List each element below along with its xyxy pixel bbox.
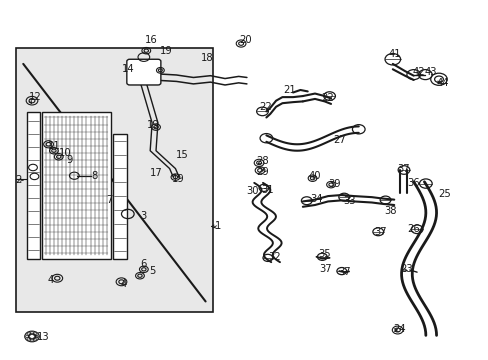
Text: 37: 37 — [373, 227, 386, 237]
Text: 20: 20 — [239, 35, 252, 45]
Text: 35: 35 — [318, 249, 330, 259]
Text: 38: 38 — [383, 206, 396, 216]
Text: 34: 34 — [309, 194, 322, 203]
Bar — [41, 112, 111, 258]
Bar — [27, 112, 40, 258]
FancyBboxPatch shape — [126, 59, 161, 85]
Text: 5: 5 — [148, 266, 155, 276]
Text: 2: 2 — [15, 175, 21, 185]
Text: 17: 17 — [149, 168, 162, 178]
Text: 37: 37 — [338, 267, 350, 277]
Text: 37: 37 — [397, 163, 409, 174]
Text: 28: 28 — [256, 157, 268, 166]
Text: 21: 21 — [283, 85, 296, 95]
Text: 13: 13 — [36, 332, 49, 342]
Text: 33: 33 — [343, 196, 355, 206]
Text: 36: 36 — [407, 178, 419, 188]
Text: 25: 25 — [437, 189, 450, 199]
Text: 9: 9 — [66, 156, 72, 165]
Text: 41: 41 — [388, 49, 401, 59]
Text: 22: 22 — [259, 102, 271, 112]
Text: 29: 29 — [256, 167, 268, 177]
Text: 22: 22 — [321, 93, 333, 103]
Text: 27: 27 — [332, 135, 345, 145]
Text: 4: 4 — [120, 279, 126, 289]
Text: 32: 32 — [267, 252, 280, 262]
Text: 14: 14 — [122, 64, 134, 73]
Bar — [16, 48, 212, 312]
Text: 19: 19 — [147, 120, 160, 130]
Text: 40: 40 — [308, 171, 321, 181]
Bar — [113, 134, 126, 258]
Text: 11: 11 — [47, 141, 60, 151]
Text: 24: 24 — [392, 324, 405, 334]
Text: 10: 10 — [59, 148, 71, 158]
Text: 18: 18 — [201, 53, 213, 63]
Text: 4: 4 — [47, 275, 54, 285]
Text: 30: 30 — [246, 186, 259, 196]
Text: 43: 43 — [424, 67, 436, 77]
Text: 19: 19 — [159, 46, 172, 56]
Text: 15: 15 — [175, 150, 188, 160]
Text: 44: 44 — [436, 78, 448, 88]
Text: 23: 23 — [399, 264, 412, 274]
Text: 42: 42 — [411, 67, 424, 77]
Text: 8: 8 — [91, 171, 98, 181]
Text: 12: 12 — [29, 92, 42, 102]
Text: 6: 6 — [140, 259, 146, 269]
Text: 7: 7 — [106, 195, 112, 204]
Text: 1: 1 — [215, 221, 221, 231]
Text: 3: 3 — [140, 211, 146, 221]
Text: 31: 31 — [261, 185, 274, 195]
Text: 16: 16 — [145, 35, 158, 45]
Text: 39: 39 — [327, 179, 340, 189]
Text: 26: 26 — [407, 224, 419, 234]
Text: 19: 19 — [171, 174, 184, 184]
Text: 37: 37 — [318, 264, 331, 274]
